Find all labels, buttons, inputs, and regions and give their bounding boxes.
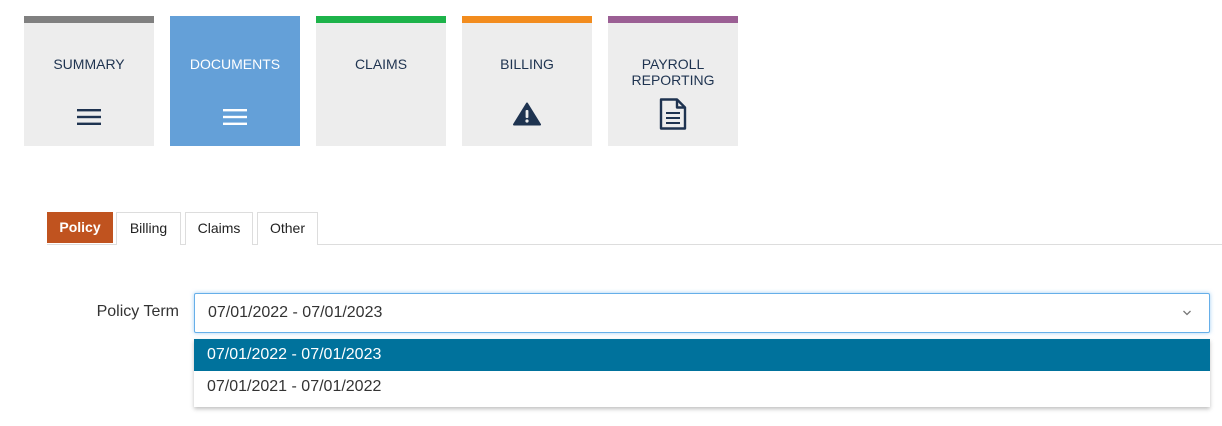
tile-color-bar	[608, 16, 738, 23]
tile-documents[interactable]: DOCUMENTS	[170, 16, 300, 146]
tabs-divider	[47, 244, 1222, 245]
warning-icon	[513, 102, 541, 126]
tile-summary-label: SUMMARY	[53, 56, 125, 72]
chevron-down-icon	[1183, 310, 1191, 316]
tile-color-bar	[24, 16, 154, 23]
policy-term-option[interactable]: 07/01/2022 - 07/01/2023	[194, 339, 1210, 371]
tile-color-bar	[462, 16, 592, 23]
tile-payroll-reporting[interactable]: PAYROLL REPORTING	[608, 16, 738, 146]
tab-other[interactable]: Other	[257, 212, 318, 245]
nav-tiles: SUMMARY DOCUMENTS CLAIMS BILLING PAYROLL…	[24, 16, 744, 146]
tile-summary[interactable]: SUMMARY	[24, 16, 154, 146]
tab-claims[interactable]: Claims	[185, 212, 253, 245]
policy-term-select[interactable]: 07/01/2022 - 07/01/2023	[194, 293, 1210, 333]
tab-billing[interactable]: Billing	[116, 212, 181, 245]
policy-term-value: 07/01/2022 - 07/01/2023	[208, 304, 383, 321]
policy-term-dropdown: 07/01/2022 - 07/01/2023 07/01/2021 - 07/…	[194, 339, 1210, 407]
tile-billing-label: BILLING	[500, 56, 554, 72]
hamburger-icon	[223, 109, 247, 125]
policy-term-label: Policy Term	[96, 303, 179, 320]
tile-color-bar	[316, 16, 446, 23]
policy-term-option[interactable]: 07/01/2021 - 07/01/2022	[207, 378, 382, 395]
tile-payroll-reporting-label: PAYROLL REPORTING	[631, 56, 715, 88]
tile-claims-label: CLAIMS	[354, 56, 408, 72]
tile-documents-label: DOCUMENTS	[189, 56, 281, 72]
tile-billing[interactable]: BILLING	[462, 16, 592, 146]
tile-color-bar	[170, 16, 300, 23]
tile-claims[interactable]: CLAIMS	[316, 16, 446, 146]
document-icon	[659, 98, 687, 130]
hamburger-icon	[77, 109, 101, 125]
tab-policy[interactable]: Policy	[47, 212, 113, 243]
